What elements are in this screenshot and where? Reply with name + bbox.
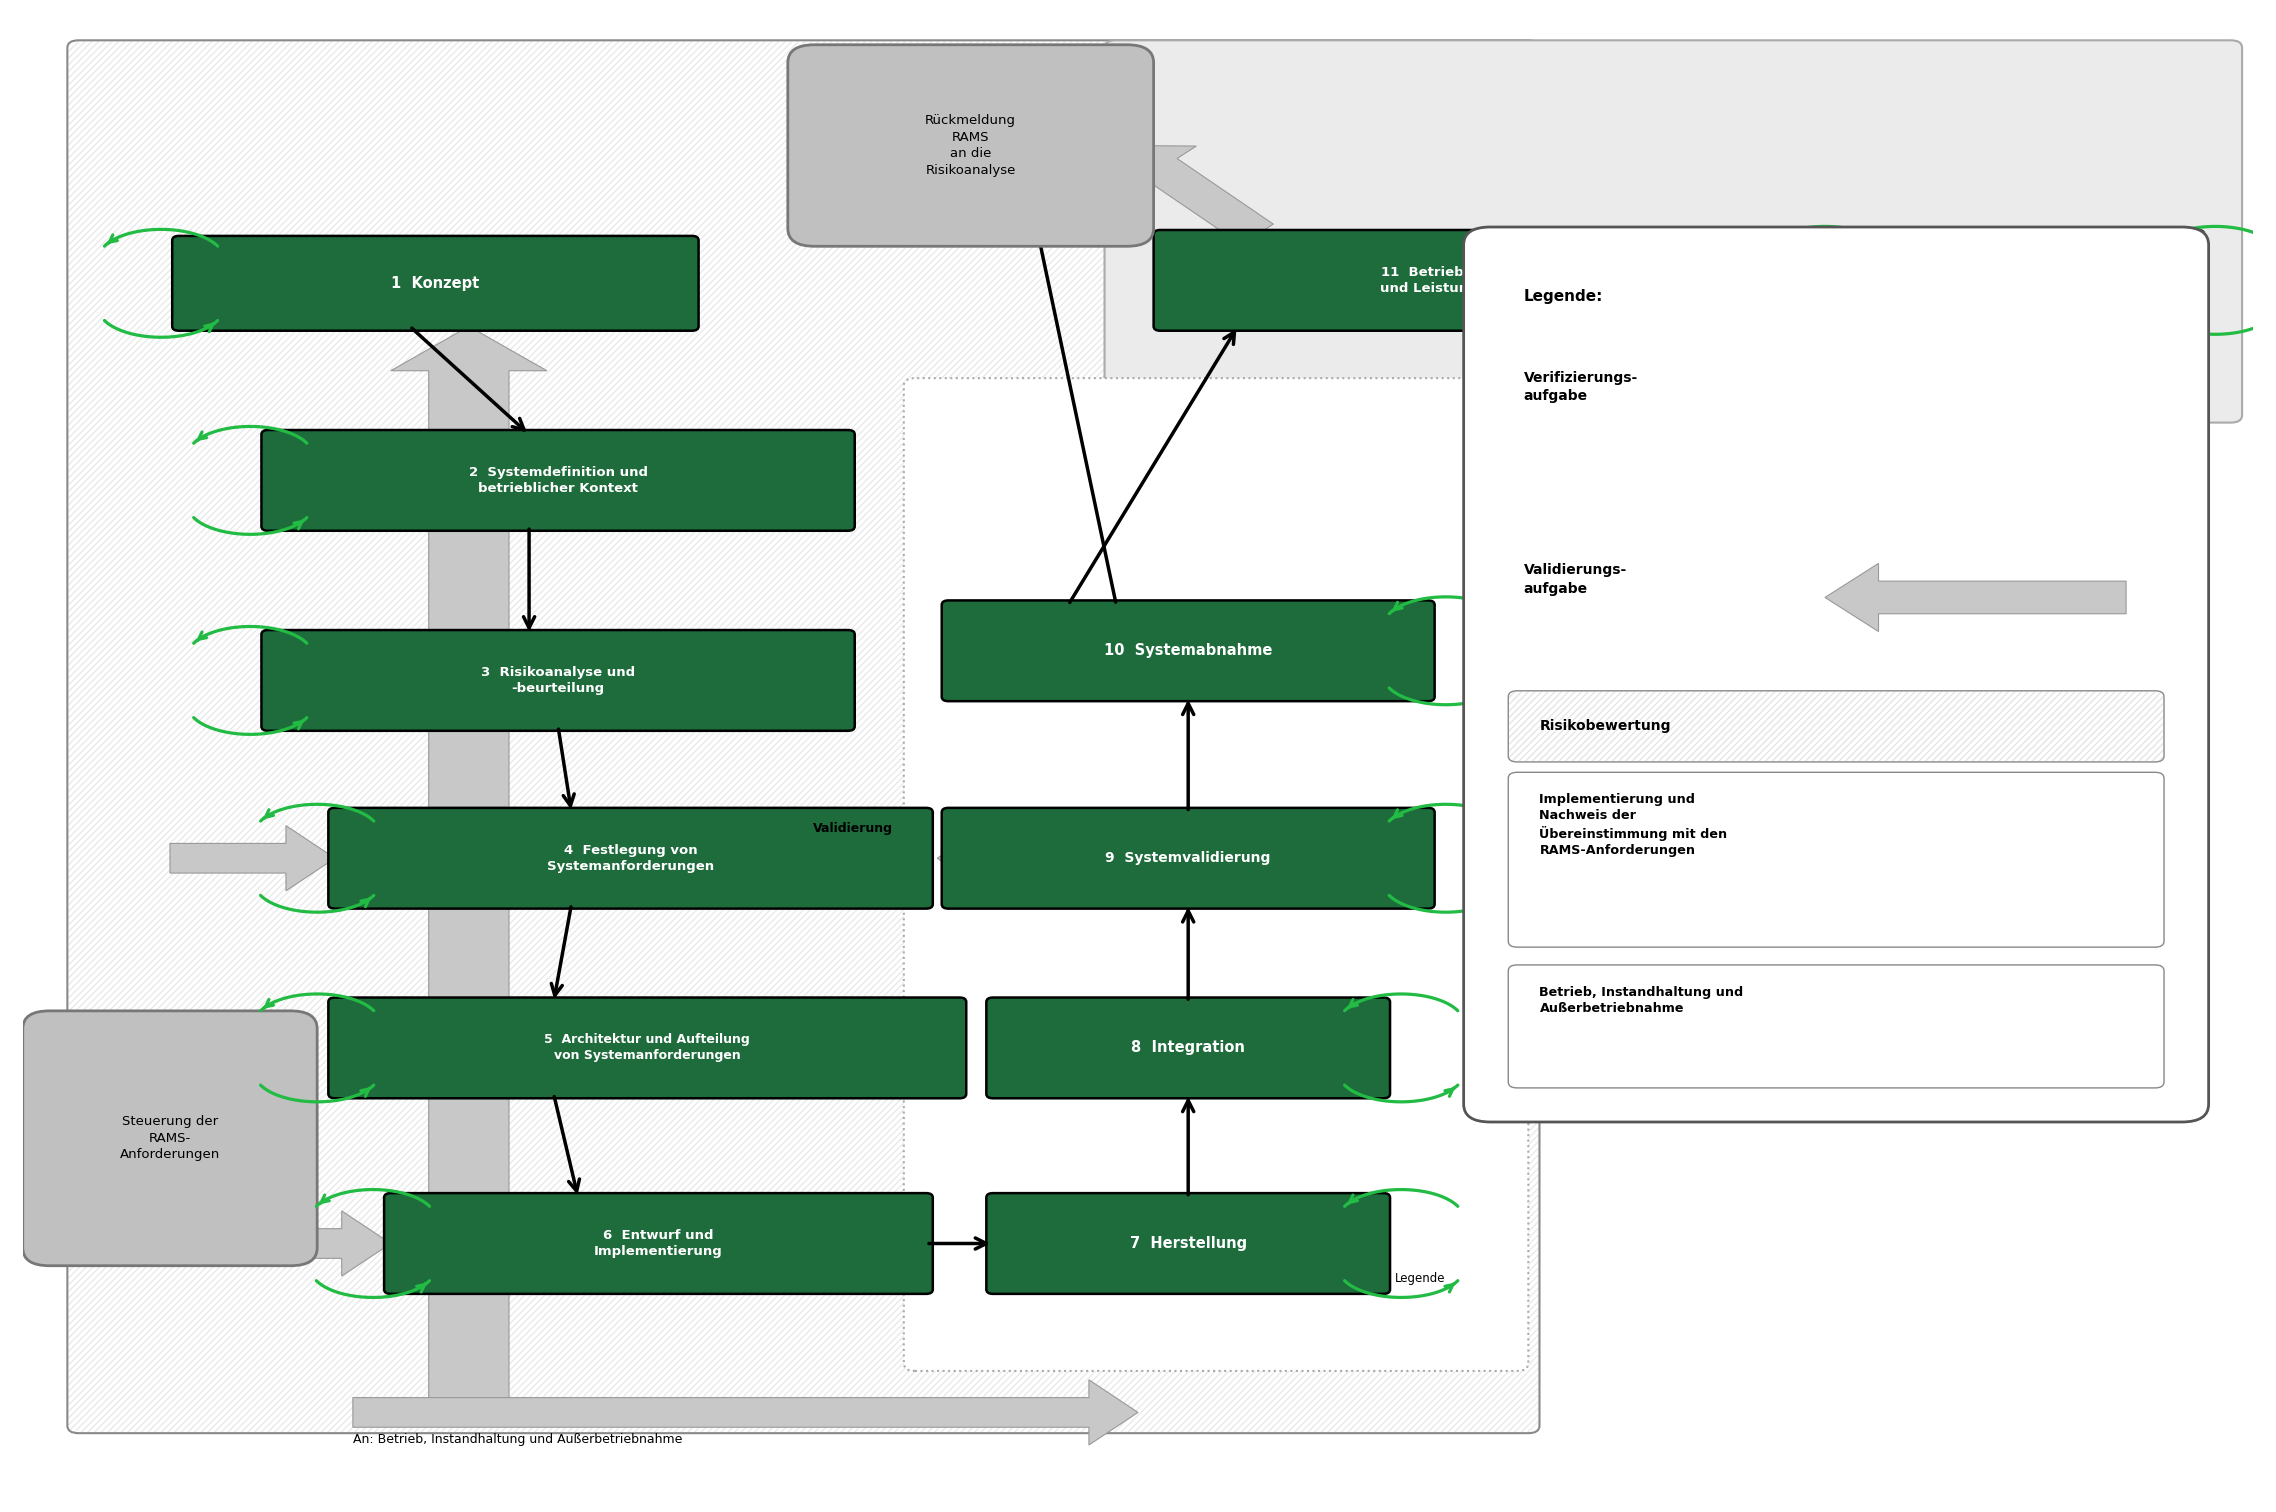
Text: 6  Entwurf und
Implementierung: 6 Entwurf und Implementierung — [594, 1229, 724, 1258]
FancyBboxPatch shape — [262, 429, 856, 531]
Text: 7  Herstellung: 7 Herstellung — [1129, 1235, 1247, 1250]
Text: 8  Integration: 8 Integration — [1131, 1040, 1245, 1055]
Text: Validierung: Validierung — [813, 821, 892, 835]
FancyBboxPatch shape — [1509, 773, 2164, 947]
Text: Steuerung der
RAMS-
Anforderungen: Steuerung der RAMS- Anforderungen — [121, 1116, 221, 1161]
Text: 11  Betrieb, Instandhaltung
und Leistungsüberwachung: 11 Betrieb, Instandhaltung und Leistungs… — [1379, 266, 1586, 295]
Polygon shape — [1127, 145, 1272, 245]
Text: Legende:: Legende: — [1525, 289, 1602, 304]
FancyBboxPatch shape — [1104, 41, 2242, 423]
Text: An: Betrieb, Instandhaltung und Außerbetriebnahme: An: Betrieb, Instandhaltung und Außerbet… — [353, 1433, 683, 1445]
Polygon shape — [391, 327, 546, 1415]
Text: 12  Außerbetriebnahme: 12 Außerbetriebnahme — [1932, 274, 2117, 287]
FancyBboxPatch shape — [1463, 227, 2208, 1122]
Text: Implementierung und
Nachweis der
Übereinstimmung mit den
RAMS-Anforderungen: Implementierung und Nachweis der Überein… — [1539, 794, 1727, 857]
Text: 5  Architektur und Aufteilung
von Systemanforderungen: 5 Architektur und Aufteilung von Systema… — [544, 1033, 751, 1063]
FancyBboxPatch shape — [328, 807, 933, 909]
FancyBboxPatch shape — [1509, 691, 2164, 762]
Text: 10  Systemabnahme: 10 Systemabnahme — [1104, 643, 1272, 658]
FancyBboxPatch shape — [787, 45, 1154, 246]
FancyBboxPatch shape — [262, 631, 856, 730]
Text: Verifizierungs-
aufgabe: Verifizierungs- aufgabe — [1525, 370, 1639, 404]
FancyBboxPatch shape — [942, 600, 1434, 702]
Text: Rückmeldung
RAMS
an die
Risikoanalyse: Rückmeldung RAMS an die Risikoanalyse — [926, 115, 1015, 177]
Text: Validierungs-
aufgabe: Validierungs- aufgabe — [1525, 564, 1627, 596]
Text: Risikobewertung: Risikobewertung — [1539, 720, 1671, 733]
Text: 3  Risikoanalyse und
-beurteilung: 3 Risikoanalyse und -beurteilung — [480, 665, 635, 696]
Polygon shape — [860, 197, 1017, 240]
Text: 4  Festlegung von
Systemanforderungen: 4 Festlegung von Systemanforderungen — [546, 844, 715, 872]
Polygon shape — [291, 1211, 391, 1276]
FancyBboxPatch shape — [68, 41, 1539, 1433]
FancyBboxPatch shape — [1509, 965, 2164, 1089]
Polygon shape — [171, 826, 335, 891]
FancyBboxPatch shape — [942, 807, 1434, 909]
Text: 1  Konzept: 1 Konzept — [391, 275, 480, 290]
FancyBboxPatch shape — [1154, 230, 1814, 331]
Text: Legende: Legende — [1395, 1272, 1445, 1285]
FancyBboxPatch shape — [173, 236, 699, 331]
FancyBboxPatch shape — [904, 378, 1527, 1371]
FancyBboxPatch shape — [1846, 230, 2203, 331]
FancyBboxPatch shape — [328, 998, 967, 1098]
Polygon shape — [1825, 564, 2126, 632]
Text: 2  Systemdefinition und
betrieblicher Kontext: 2 Systemdefinition und betrieblicher Kon… — [469, 466, 649, 494]
FancyBboxPatch shape — [986, 998, 1391, 1098]
Text: 9  Systemvalidierung: 9 Systemvalidierung — [1106, 851, 1270, 865]
Text: Betrieb, Instandhaltung und
Außerbetriebnahme: Betrieb, Instandhaltung und Außerbetrieb… — [1539, 986, 1743, 1015]
Polygon shape — [353, 1380, 1138, 1445]
FancyBboxPatch shape — [23, 1012, 316, 1266]
FancyBboxPatch shape — [385, 1193, 933, 1294]
Polygon shape — [938, 826, 986, 891]
FancyBboxPatch shape — [986, 1193, 1391, 1294]
